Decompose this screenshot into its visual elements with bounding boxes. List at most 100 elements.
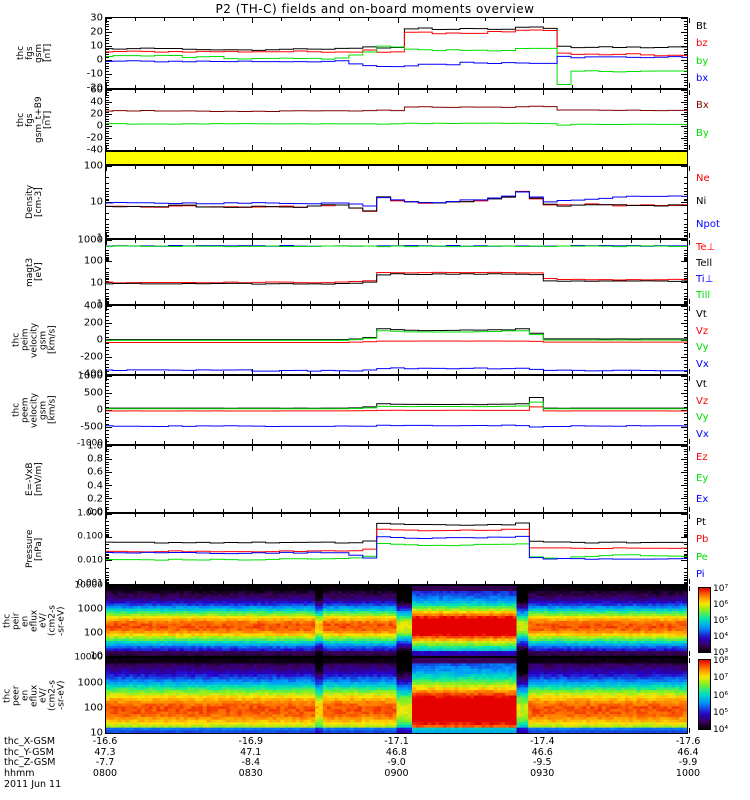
x-minor-tick: [164, 166, 166, 169]
y-major-tick: [681, 655, 687, 657]
colorbar-tick-label: 10⁵: [713, 616, 729, 626]
x-minor-tick: [484, 85, 486, 88]
y-major-tick: [106, 237, 112, 239]
x-minor-tick: [164, 581, 166, 584]
x-minor-tick: [426, 240, 428, 243]
x-major-tick: [397, 369, 399, 374]
y-minor-tick: [106, 501, 109, 503]
x-major-tick: [397, 90, 399, 95]
y-minor-tick: [684, 274, 687, 276]
y-major-tick: [106, 89, 112, 91]
x-minor-tick: [164, 18, 166, 21]
y-tick-label: 0.6: [87, 466, 103, 478]
y-minor-tick: [106, 389, 109, 391]
y-minor-tick: [106, 135, 109, 137]
x-major-tick: [543, 145, 545, 150]
y-minor-tick: [106, 85, 109, 87]
x-major-tick: [106, 18, 107, 23]
y-major-tick: [681, 373, 687, 375]
x-major-tick: [689, 507, 690, 512]
x-major-tick: [251, 166, 253, 171]
y-minor-tick: [106, 480, 109, 482]
panel-efield: 1.0 0.8 0.6 0.4 0.2 0.0: [87, 441, 690, 517]
x-minor-tick: [601, 371, 603, 374]
y-tick-label: -20: [86, 132, 103, 144]
y-major-tick: [106, 17, 112, 19]
y-minor-tick: [684, 309, 687, 311]
y-minor-tick: [106, 142, 109, 144]
x-major-tick: [106, 90, 107, 95]
x-minor-tick: [193, 441, 195, 444]
x-minor-tick: [484, 301, 486, 304]
y-minor-tick: [684, 176, 687, 178]
y-minor-tick: [684, 34, 687, 36]
x-minor-tick: [339, 446, 341, 449]
y-minor-tick: [684, 26, 687, 28]
colorbar-peir-eflux: 10⁷ 10⁶ 10⁵ 10⁴ 10³: [698, 585, 728, 658]
y-minor-tick: [106, 461, 109, 463]
y-minor-tick: [684, 532, 687, 534]
y-minor-tick: [106, 496, 109, 498]
legend-density-Npot: Npot: [696, 219, 720, 231]
x-major-tick: [106, 514, 107, 519]
colorbar-tick-label: 10⁷: [713, 584, 729, 594]
x-major-tick: [251, 376, 253, 381]
y-minor-tick: [684, 258, 687, 260]
x-minor-tick: [514, 306, 516, 309]
x-minor-tick: [135, 166, 137, 169]
x-minor-tick: [339, 509, 341, 512]
colorbar-tick-label: 10⁶: [713, 690, 729, 701]
x-minor-tick: [135, 18, 137, 21]
y-tick-label: 10: [90, 277, 103, 289]
y-minor-tick: [106, 212, 109, 214]
x-major-tick: [397, 299, 399, 304]
y-minor-tick: [106, 544, 109, 546]
y-minor-tick: [106, 292, 109, 294]
x-minor-tick: [280, 581, 282, 584]
y-minor-tick: [106, 416, 109, 418]
x-minor-tick: [572, 581, 574, 584]
y-minor-tick: [106, 571, 109, 573]
y-minor-tick: [684, 535, 687, 537]
x-minor-tick: [135, 581, 137, 584]
y-minor-tick: [106, 109, 109, 111]
y-axis-label-fgs-gsm-dB: thc fgs gsm_t+B9 [nT]: [16, 96, 53, 144]
y-minor-tick: [106, 360, 109, 362]
x-minor-tick: [368, 509, 370, 512]
x-minor-tick: [193, 306, 195, 309]
trace-bx: [106, 55, 687, 68]
legend-peem-velocity-Vy: Vy: [696, 412, 709, 424]
x-minor-tick: [164, 85, 166, 88]
x-minor-tick: [368, 235, 370, 238]
legend-fgs-gsm-bz: bz: [696, 38, 708, 50]
x-minor-tick: [601, 509, 603, 512]
x-minor-tick: [222, 514, 224, 517]
y-minor-tick: [106, 183, 109, 185]
x-minor-tick: [280, 240, 282, 243]
x-minor-tick: [280, 514, 282, 517]
y-minor-tick: [106, 280, 109, 282]
legend-pressure-Pb: Pb: [696, 534, 709, 546]
date-label: 2011 Jun 11: [4, 779, 62, 790]
y-major-tick: [681, 536, 687, 538]
x-minor-tick: [368, 18, 370, 21]
y-minor-tick: [684, 367, 687, 369]
x-minor-tick: [193, 18, 195, 21]
y-minor-tick: [684, 536, 687, 538]
x-minor-tick: [193, 371, 195, 374]
x-major-tick: [251, 579, 253, 584]
y-minor-tick: [684, 20, 687, 22]
x-minor-tick: [484, 371, 486, 374]
y-minor-tick: [684, 504, 687, 506]
y-tick-label: 20: [90, 26, 103, 38]
y-minor-tick: [684, 299, 687, 301]
x-minor-tick: [280, 90, 282, 93]
y-minor-tick: [106, 274, 109, 276]
y-minor-tick: [684, 525, 687, 527]
y-major-tick: [681, 59, 687, 61]
y-tick-label: 0.2: [87, 493, 103, 505]
plot-traces-peer-eflux: [106, 658, 687, 733]
y-minor-tick: [684, 343, 687, 345]
y-axis-label-peer-eflux: thc peer en eflux eV/ (cm2-s -sr-eV): [2, 680, 67, 711]
